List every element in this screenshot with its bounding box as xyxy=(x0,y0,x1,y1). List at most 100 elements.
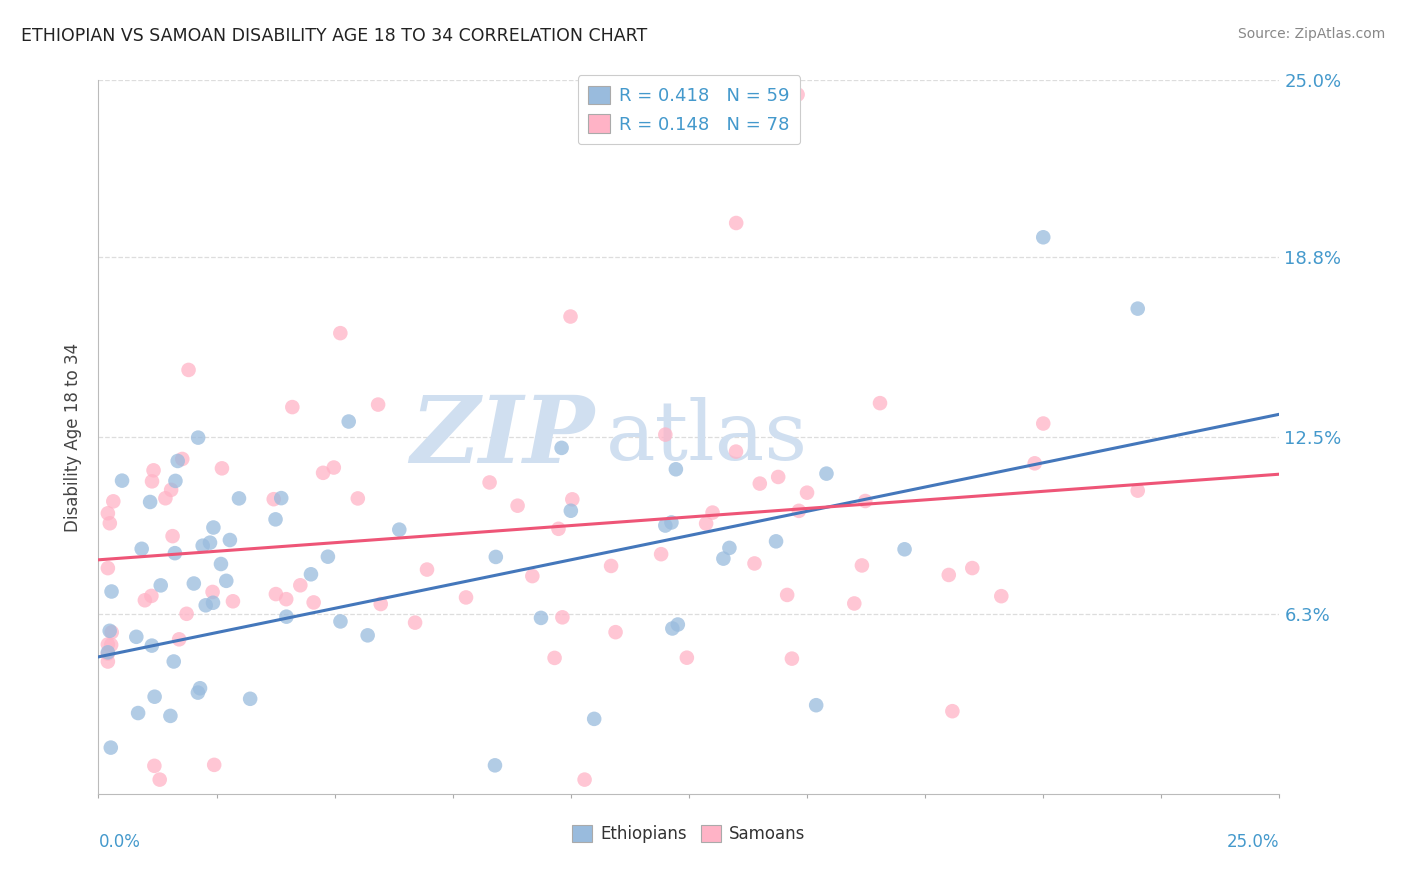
Point xyxy=(239,691,262,706)
Point xyxy=(346,491,368,506)
Point xyxy=(127,706,149,720)
Point xyxy=(97,637,120,651)
Point xyxy=(869,396,891,410)
Point xyxy=(454,591,477,605)
Point xyxy=(281,400,304,414)
Point xyxy=(177,363,200,377)
Point xyxy=(188,681,211,696)
Point xyxy=(322,460,344,475)
Point xyxy=(718,541,741,555)
Point xyxy=(676,650,699,665)
Point xyxy=(550,441,572,455)
Point xyxy=(780,651,803,665)
Point xyxy=(165,474,187,488)
Point xyxy=(270,491,292,505)
Point xyxy=(744,557,766,571)
Point xyxy=(356,628,378,642)
Text: 0.0%: 0.0% xyxy=(98,833,141,851)
Point xyxy=(183,576,205,591)
Point xyxy=(329,615,352,629)
Point xyxy=(478,475,501,490)
Point xyxy=(661,622,683,636)
Point xyxy=(600,558,623,573)
Point xyxy=(163,655,186,669)
Point xyxy=(665,462,688,476)
Point xyxy=(194,599,217,613)
Point xyxy=(583,712,606,726)
Point xyxy=(219,533,242,547)
Point xyxy=(100,740,122,755)
Point xyxy=(198,535,221,549)
Point xyxy=(815,467,838,481)
Point xyxy=(561,492,583,507)
Point xyxy=(141,475,163,489)
Point xyxy=(142,463,165,477)
Point xyxy=(100,625,122,640)
Point xyxy=(176,607,198,621)
Point xyxy=(299,567,322,582)
Point xyxy=(312,466,335,480)
Point xyxy=(134,593,156,607)
Point xyxy=(748,476,770,491)
Point xyxy=(162,529,184,543)
Point xyxy=(543,651,565,665)
Point xyxy=(98,516,121,531)
Legend: Ethiopians, Samoans: Ethiopians, Samoans xyxy=(565,818,813,850)
Point xyxy=(804,698,827,713)
Point xyxy=(605,625,627,640)
Point xyxy=(302,595,325,609)
Point xyxy=(202,757,225,772)
Point xyxy=(125,630,148,644)
Point xyxy=(851,558,873,573)
Point xyxy=(522,569,544,583)
Point xyxy=(388,523,411,537)
Point xyxy=(506,499,529,513)
Point xyxy=(163,546,186,560)
Point xyxy=(796,485,818,500)
Text: ETHIOPIAN VS SAMOAN DISABILITY AGE 18 TO 34 CORRELATION CHART: ETHIOPIAN VS SAMOAN DISABILITY AGE 18 TO… xyxy=(21,27,647,45)
Point xyxy=(787,504,810,518)
Point xyxy=(551,610,574,624)
Point xyxy=(111,474,134,488)
Point xyxy=(228,491,250,506)
Point xyxy=(844,597,866,611)
Point xyxy=(97,645,120,659)
Point xyxy=(187,431,209,445)
Point xyxy=(484,758,506,772)
Point xyxy=(141,589,163,603)
Point xyxy=(167,632,190,647)
Y-axis label: Disability Age 18 to 34: Disability Age 18 to 34 xyxy=(65,343,83,532)
Point xyxy=(222,594,245,608)
Point xyxy=(530,611,553,625)
Point xyxy=(97,506,120,520)
Point xyxy=(187,685,209,699)
Point xyxy=(661,516,683,530)
Point xyxy=(547,522,569,536)
Point xyxy=(201,585,224,599)
Point xyxy=(654,427,676,442)
Point xyxy=(191,539,214,553)
Point xyxy=(264,512,287,526)
Point xyxy=(367,398,389,412)
Point xyxy=(98,624,121,638)
Point xyxy=(202,520,225,534)
Point xyxy=(725,216,748,230)
Point xyxy=(329,326,352,340)
Point xyxy=(695,516,717,531)
Point xyxy=(404,615,426,630)
Point xyxy=(1126,301,1149,316)
Point xyxy=(276,609,298,624)
Point xyxy=(211,461,233,475)
Point xyxy=(337,415,360,429)
Point xyxy=(139,495,162,509)
Point xyxy=(100,584,122,599)
Text: 25.0%: 25.0% xyxy=(1227,833,1279,851)
Point xyxy=(215,574,238,588)
Point xyxy=(560,504,582,518)
Point xyxy=(143,690,166,704)
Point xyxy=(370,597,392,611)
Point xyxy=(560,310,582,324)
Point xyxy=(941,704,963,718)
Point xyxy=(938,568,960,582)
Point xyxy=(143,759,166,773)
